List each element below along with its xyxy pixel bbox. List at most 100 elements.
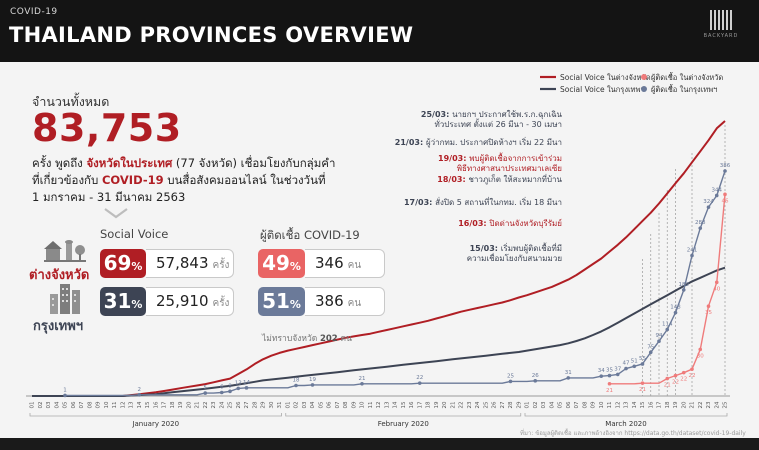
x-tick-label: 16 bbox=[648, 401, 654, 408]
social-voice-header: Social Voice bbox=[100, 227, 169, 241]
cases-bangkok-point bbox=[417, 381, 422, 385]
cases-provinces-label: 21 bbox=[606, 388, 613, 394]
cases-provinces-label: 30 bbox=[697, 353, 704, 359]
brand-logo: BACKYARD bbox=[701, 10, 741, 39]
cases-bangkok-label: 55 bbox=[639, 356, 646, 362]
x-tick-label: 01 bbox=[285, 402, 291, 409]
cases-bangkok-label: 5 bbox=[204, 385, 208, 391]
legend-label: Social Voice ในกรุงเทพฯ bbox=[560, 85, 645, 94]
x-tick-label: 25 bbox=[483, 401, 489, 408]
chevron-down-icon bbox=[104, 208, 128, 219]
description-line-3: 1 มกราคม - 31 มีนาคม 2563 bbox=[32, 190, 186, 204]
cases-bangkok-label: 37 bbox=[614, 366, 621, 372]
cases-bangkok-label: 31 bbox=[565, 370, 572, 376]
x-tick-label: 08 bbox=[343, 401, 349, 408]
cases-bangkok-point bbox=[673, 310, 678, 315]
x-tick-label: 18 bbox=[665, 401, 671, 408]
cases-bangkok-label: 13 bbox=[235, 380, 242, 386]
x-tick-label: 15 bbox=[640, 401, 646, 408]
covid-cases-header: ผู้ติดเชื้อ COVID-19 bbox=[260, 228, 360, 242]
annotation-text: 15/03: เริ่มพบผู้ติดเชื้อที่มี bbox=[470, 242, 562, 254]
bottom-strip bbox=[0, 438, 759, 450]
legend-label: Social Voice ในต่างจังหวัด bbox=[560, 73, 651, 82]
cases-provinces-label: 22 bbox=[689, 373, 696, 379]
x-tick-label: 24 bbox=[714, 401, 720, 408]
cases-bangkok-point bbox=[244, 386, 249, 390]
cases-bangkok-label: 182 bbox=[679, 282, 690, 288]
x-tick-label: 20 bbox=[442, 401, 448, 408]
cases-bangkok-point bbox=[203, 391, 208, 395]
annotation-text: 21/03: ผู้ว่ากทม. ประกาศปิดห้างฯ เริ่ม 2… bbox=[395, 136, 562, 148]
cases-bangkok-label: 25 bbox=[507, 373, 514, 379]
page-title: THAILAND PROVINCES OVERVIEW bbox=[9, 23, 414, 47]
x-tick-label: 10 bbox=[104, 401, 110, 408]
cases-bangkok-point bbox=[706, 205, 711, 209]
legend-swatch bbox=[641, 86, 647, 92]
x-tick-label: 19 bbox=[434, 401, 440, 408]
x-tick-label: 16 bbox=[153, 401, 159, 408]
x-tick-label: 14 bbox=[393, 401, 399, 408]
x-tick-label: 07 bbox=[79, 401, 85, 408]
total-value: 83,753 bbox=[32, 106, 182, 150]
x-tick-label: 14 bbox=[137, 401, 143, 408]
cases-provinces-label: 22 bbox=[680, 377, 687, 383]
x-tick-label: 03 bbox=[46, 401, 52, 408]
cases-bangkok-point bbox=[615, 372, 620, 377]
x-tick-label: 11 bbox=[112, 402, 118, 409]
x-tick-label: 29 bbox=[516, 401, 522, 408]
cases-bangkok-point bbox=[566, 376, 571, 380]
x-tick-label: 13 bbox=[129, 401, 135, 408]
series-line-social-provinces bbox=[32, 120, 726, 397]
x-tick-label: 28 bbox=[508, 401, 514, 408]
cases-bangkok-point bbox=[681, 288, 686, 292]
unknown-province-note: ไม่ทราบจังหวัด 202 คน bbox=[262, 334, 352, 344]
month-label: January 2020 bbox=[131, 420, 179, 428]
x-tick-label: 21 bbox=[450, 402, 456, 409]
description-line-2: ที่เกี่ยวข้องกับ COVID-19 บนสื่อสังคมออน… bbox=[32, 173, 326, 187]
x-tick-label: 12 bbox=[120, 402, 126, 409]
x-tick-label: 09 bbox=[351, 401, 357, 408]
brand-bars-icon bbox=[701, 10, 741, 30]
bangkok-social-percent: 31% bbox=[100, 287, 146, 316]
x-tick-label: 03 bbox=[302, 401, 308, 408]
x-tick-label: 17 bbox=[162, 401, 168, 408]
cases-bangkok-point bbox=[228, 389, 232, 394]
cases-bangkok-label: 1 bbox=[63, 387, 67, 393]
annotation-text-line2: พิธีทางศาสนาประเทศมาเลเซีย bbox=[457, 164, 562, 173]
cases-provinces-point bbox=[665, 376, 670, 381]
x-tick-label: 22 bbox=[203, 402, 209, 409]
x-tick-label: 11 bbox=[368, 402, 374, 409]
x-tick-label: 08 bbox=[582, 401, 588, 408]
cases-bangkok-point bbox=[219, 390, 224, 395]
bangkok-cases-value: 386 คน bbox=[305, 287, 385, 316]
cases-bangkok-point bbox=[508, 379, 513, 384]
provinces-cases-percent: 49% bbox=[258, 249, 305, 278]
x-tick-label: 05 bbox=[318, 401, 324, 408]
cases-provinces-label: 40 bbox=[713, 286, 720, 292]
cases-provinces-point bbox=[640, 381, 645, 385]
cases-provinces-point bbox=[673, 373, 678, 378]
cases-bangkok-point bbox=[723, 169, 727, 173]
cases-bangkok-label: 143 bbox=[670, 305, 681, 311]
x-tick-label: 27 bbox=[244, 401, 250, 408]
x-tick-label: 02 bbox=[38, 402, 44, 409]
x-tick-label: 04 bbox=[54, 401, 60, 408]
annotation-text: 25/03: นายกฯ ประกาศใช้พ.ร.ก.ฉุกเฉิน bbox=[421, 110, 563, 119]
cases-bangkok-label: 324 bbox=[703, 199, 714, 205]
x-tick-label: 23 bbox=[467, 401, 473, 408]
x-tick-label: 03 bbox=[541, 401, 547, 408]
cases-bangkok-point bbox=[236, 386, 241, 391]
x-tick-label: 23 bbox=[706, 401, 712, 408]
cases-bangkok-label: 19 bbox=[309, 377, 316, 383]
x-tick-label: 04 bbox=[549, 401, 555, 408]
x-tick-label: 21 bbox=[195, 402, 201, 409]
cases-bangkok-label: 288 bbox=[695, 220, 706, 226]
cases-bangkok-label: 6 bbox=[220, 385, 224, 391]
x-tick-label: 15 bbox=[145, 401, 151, 408]
cases-provinces-label: 46 bbox=[722, 198, 729, 204]
annotation-text: 16/03: ปิดด่านจังหวัดบุรีรัมย์ bbox=[458, 218, 562, 228]
x-tick-label: 29 bbox=[261, 401, 267, 408]
x-tick-label: 02 bbox=[294, 402, 300, 409]
x-tick-label: 19 bbox=[673, 401, 679, 408]
x-tick-label: 06 bbox=[327, 401, 333, 408]
